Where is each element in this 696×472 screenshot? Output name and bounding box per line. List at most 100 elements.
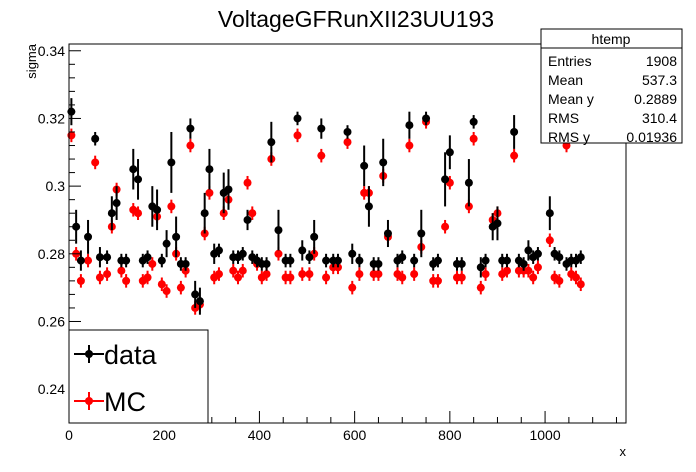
data-point: [91, 134, 100, 143]
data-point: [510, 151, 519, 160]
data-point: [433, 256, 442, 265]
data-point: [186, 124, 195, 133]
data-point: [274, 226, 283, 235]
y-tick-label: 0.34: [38, 43, 65, 59]
series-data: [67, 98, 585, 315]
data-point: [405, 141, 414, 150]
x-axis-label: x: [620, 444, 627, 459]
data-point: [157, 256, 166, 265]
data-point: [379, 158, 388, 167]
data-point: [469, 117, 478, 126]
data-point: [383, 229, 392, 238]
data-point: [519, 259, 528, 268]
data-point: [76, 256, 85, 265]
data-point: [322, 256, 331, 265]
x-tick-label: 200: [153, 427, 177, 443]
data-point: [441, 222, 450, 231]
data-point: [134, 175, 143, 184]
data-point: [274, 249, 283, 258]
stats-value: 0.01936: [626, 129, 677, 145]
data-point: [317, 151, 326, 160]
data-point: [286, 273, 295, 282]
data-point: [545, 209, 554, 218]
data-point: [360, 161, 369, 170]
stats-box-title: htemp: [592, 31, 631, 47]
data-point: [153, 205, 162, 214]
stats-label: Mean: [548, 72, 583, 88]
y-tick-label: 0.32: [38, 110, 65, 126]
legend-box: [68, 329, 209, 424]
data-point: [157, 280, 166, 289]
data-point: [172, 232, 181, 241]
data-point: [529, 273, 538, 282]
data-point: [502, 256, 511, 265]
data-point: [286, 256, 295, 265]
data-point: [95, 273, 104, 282]
data-point: [122, 276, 131, 285]
data-point: [322, 273, 331, 282]
data-point: [364, 202, 373, 211]
data-point: [229, 266, 238, 275]
data-point: [476, 283, 485, 292]
x-tick-label: 0: [65, 427, 73, 443]
data-point: [143, 273, 152, 282]
data-point: [224, 185, 233, 194]
data-point: [112, 199, 121, 208]
data-point: [95, 253, 104, 262]
legend-label-MC: MC: [104, 387, 146, 417]
data-point: [533, 249, 542, 258]
data-point: [398, 253, 407, 262]
data-point: [84, 256, 93, 265]
data-point: [298, 270, 307, 279]
data-point: [481, 270, 490, 279]
data-point: [267, 138, 276, 147]
data-point: [293, 114, 302, 123]
data-point: [555, 253, 564, 262]
data-point: [117, 266, 126, 275]
data-point: [262, 270, 271, 279]
data-point: [433, 276, 442, 285]
data-point: [305, 270, 314, 279]
data-point: [481, 256, 490, 265]
data-point: [293, 131, 302, 140]
data-point: [72, 222, 81, 231]
legend-marker: [85, 397, 93, 405]
data-point: [348, 249, 357, 258]
data-point: [214, 270, 223, 279]
data-point: [576, 253, 585, 262]
stats-label: Entries: [548, 53, 592, 69]
legend: data MC: [68, 329, 209, 424]
data-point: [238, 249, 247, 258]
y-tick-label: 0.28: [38, 246, 65, 262]
data-point: [162, 239, 171, 248]
data-point: [195, 297, 204, 306]
data-point: [214, 246, 223, 255]
data-point: [398, 273, 407, 282]
data-point: [333, 256, 342, 265]
data-point: [374, 259, 383, 268]
data-point: [107, 209, 116, 218]
stats-label: Mean y: [548, 91, 594, 107]
data-point: [562, 141, 571, 150]
data-point: [343, 127, 352, 136]
legend-label-data: data: [104, 340, 158, 370]
data-point: [343, 138, 352, 147]
data-point: [143, 253, 152, 262]
data-point: [545, 236, 554, 245]
stats-value: 0.2889: [634, 91, 677, 107]
data-point: [191, 290, 200, 299]
data-point: [103, 270, 112, 279]
data-point: [122, 256, 131, 265]
data-point: [176, 283, 185, 292]
data-point: [469, 134, 478, 143]
series-MC: [67, 115, 585, 315]
data-point: [464, 178, 473, 187]
data-point: [91, 158, 100, 167]
data-point: [205, 165, 214, 174]
data-point: [129, 165, 138, 174]
data-point: [181, 259, 190, 268]
data-point: [405, 121, 414, 130]
chart-title: VoltageGFRunXII23UU193: [218, 6, 494, 32]
